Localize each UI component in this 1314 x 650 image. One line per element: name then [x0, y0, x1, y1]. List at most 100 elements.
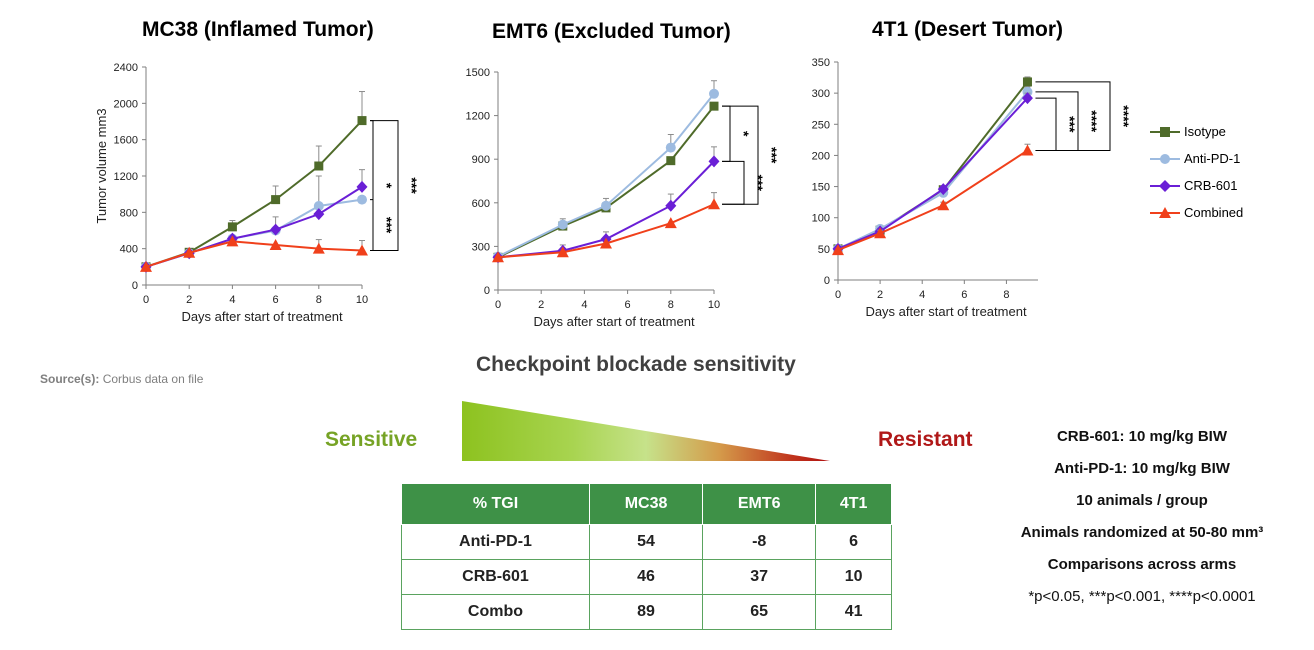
source-note: Source(s): Corbus data on file: [40, 372, 203, 386]
x-tick-label: 2: [186, 294, 192, 306]
y-tick-label: 0: [484, 285, 490, 297]
point-isotype: [314, 161, 324, 171]
y-tick-label: 2400: [114, 62, 138, 74]
y-tick-label: 200: [812, 150, 830, 162]
point-crb-601: [708, 155, 720, 168]
y-tick-label: 300: [472, 241, 490, 253]
point-isotype: [271, 195, 281, 205]
point-crb-601: [313, 208, 325, 221]
significance-bracket: [722, 105, 731, 162]
y-tick-label: 150: [812, 182, 830, 194]
x-tick-label: 0: [835, 289, 841, 301]
legend-label-crb-601: CRB-601: [1184, 178, 1238, 193]
point-combined: [664, 217, 677, 229]
significance-label: ****: [1116, 105, 1130, 127]
note-line: 10 animals / group: [1076, 492, 1208, 509]
point-isotype: [709, 101, 719, 111]
point-crb-601: [665, 199, 677, 212]
y-tick-label: 1500: [466, 67, 490, 79]
source-text: Corbus data on file: [102, 372, 204, 386]
chart-emt6: 0 300 600 900 1200 1500 0 2 4 6 8 10 Days after star…: [466, 67, 780, 329]
series-line-crb-601: [145, 186, 363, 268]
legend-item-isotype: Isotype: [1150, 118, 1243, 145]
tgi-table: % TGI MC38 EMT6 4T1 Anti-PD-1 54 -8 6 CR…: [401, 483, 892, 630]
point-anti-pd-1: [557, 219, 568, 230]
table-header: MC38: [588, 483, 704, 525]
x-tick-label: 8: [668, 299, 674, 311]
y-tick-label: 800: [120, 207, 138, 219]
chart-legend: Isotype Anti-PD-1 CRB-601 Combined: [1150, 118, 1243, 226]
series-line-anti-pd-1: [837, 91, 1029, 250]
x-tick-label: 4: [919, 289, 925, 301]
significance-bracket: [722, 160, 745, 205]
source-label: Source(s):: [40, 372, 100, 386]
legend-item-crb-601: CRB-601: [1150, 172, 1243, 199]
x-tick-label: 10: [356, 294, 368, 306]
y-tick-label: 2000: [114, 98, 138, 110]
significance-label: *: [379, 183, 395, 189]
x-tick-label: 2: [877, 289, 883, 301]
table-row: Combo 89 65 41: [401, 594, 892, 630]
point-combined: [937, 199, 950, 211]
point-anti-pd-1: [1022, 86, 1033, 97]
point-crb-601: [270, 223, 282, 236]
point-combined: [356, 244, 368, 256]
table-cell: CRB-601: [401, 559, 590, 595]
x-tick-label: 6: [273, 294, 279, 306]
legend-item-combined: Combined: [1150, 199, 1243, 226]
point-combined: [832, 244, 844, 256]
series-line-combined: [837, 149, 1029, 252]
table-header-row: % TGI MC38 EMT6 4T1: [401, 483, 892, 525]
point-combined: [226, 235, 239, 247]
table-cell: 6: [815, 524, 892, 560]
table-header: EMT6: [702, 483, 817, 525]
point-isotype: [666, 156, 676, 166]
point-combined: [269, 239, 282, 251]
legend-label-isotype: Isotype: [1184, 124, 1226, 139]
x-tick-label: 4: [229, 294, 235, 306]
significance-label: ***: [1062, 116, 1078, 133]
point-anti-pd-1: [313, 200, 324, 211]
x-tick-label: 8: [1003, 289, 1009, 301]
series-line-combined: [145, 240, 363, 268]
legend-label-combined: Combined: [1184, 205, 1244, 220]
significance-label: ***: [379, 217, 395, 234]
y-tick-label: 300: [812, 88, 830, 100]
y-tick-label: 600: [472, 198, 490, 210]
y-tick-label: 1600: [114, 135, 138, 147]
legend-marker-anti-pd-1: [1150, 153, 1180, 164]
significance-label: ***: [764, 147, 780, 164]
point-crb-601: [937, 183, 949, 196]
legend-marker-isotype: [1150, 126, 1180, 137]
chart-title-emt6: EMT6 (Excluded Tumor): [492, 20, 731, 43]
series-line-isotype: [837, 81, 1029, 250]
table-row: CRB-601 46 37 10: [401, 559, 892, 595]
point-anti-pd-1: [601, 200, 611, 211]
point-combined: [874, 227, 887, 239]
significance-label: ***: [750, 175, 766, 192]
table-cell: 54: [588, 524, 704, 560]
chart-mc38: 0 400 800 1200 1600 2000 2400 0 2 4 6 8 10 Days after…: [94, 62, 420, 324]
significance-bracket: [370, 120, 399, 251]
chart-4t1: 0 50 100 150 200 250 300 350 0 2 4 6 8 Days after sta…: [812, 57, 1130, 319]
x-tick-label: 8: [316, 294, 322, 306]
table-cell: 89: [588, 594, 704, 630]
point-combined: [600, 237, 612, 249]
significance-label: *: [736, 131, 752, 137]
point-combined: [1021, 144, 1034, 156]
x-tick-label: 2: [538, 299, 544, 311]
y-tick-label: 1200: [466, 111, 490, 123]
resistant-label: Resistant: [878, 428, 973, 451]
point-combined: [708, 198, 720, 210]
chart-title-mc38: MC38 (Inflamed Tumor): [142, 18, 374, 41]
x-tick-label: 0: [495, 299, 501, 311]
y-tick-label: 900: [472, 154, 490, 166]
y-tick-label: 350: [812, 57, 830, 69]
point-anti-pd-1: [665, 142, 676, 153]
point-isotype: [1022, 77, 1032, 87]
point-isotype: [227, 222, 237, 232]
x-axis-label: Days after start of treatment: [181, 309, 343, 324]
x-axis-label: Days after start of treatment: [865, 304, 1027, 319]
y-tick-label: 1200: [114, 171, 138, 183]
legend-label-anti-pd-1: Anti-PD-1: [1184, 151, 1241, 166]
